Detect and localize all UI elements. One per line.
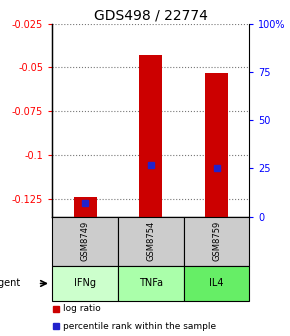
Text: agent: agent bbox=[0, 279, 21, 289]
Text: log ratio: log ratio bbox=[63, 304, 101, 313]
Text: percentile rank within the sample: percentile rank within the sample bbox=[63, 322, 216, 331]
Title: GDS498 / 22774: GDS498 / 22774 bbox=[94, 8, 208, 23]
Text: IFNg: IFNg bbox=[74, 279, 96, 289]
Bar bbox=[118, 217, 184, 266]
Bar bbox=[184, 217, 249, 266]
Bar bbox=[205, 73, 228, 217]
Text: TNFa: TNFa bbox=[139, 279, 163, 289]
Text: GSM8759: GSM8759 bbox=[212, 221, 221, 261]
Bar bbox=[52, 217, 118, 266]
Bar bbox=[52, 266, 118, 301]
Text: GSM8749: GSM8749 bbox=[81, 221, 90, 261]
Bar bbox=[118, 266, 184, 301]
Bar bbox=[184, 266, 249, 301]
Bar bbox=[74, 197, 97, 217]
Text: GSM8754: GSM8754 bbox=[146, 221, 155, 261]
Text: IL4: IL4 bbox=[209, 279, 224, 289]
Bar bbox=[139, 55, 162, 217]
